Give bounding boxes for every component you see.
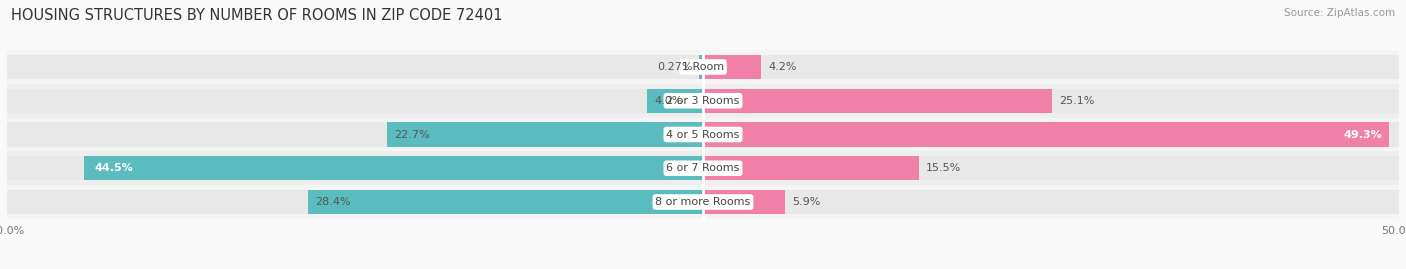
Bar <box>7 151 1399 185</box>
Bar <box>7 84 1399 118</box>
Text: 6 or 7 Rooms: 6 or 7 Rooms <box>666 163 740 173</box>
Text: 1 Room: 1 Room <box>682 62 724 72</box>
Bar <box>703 156 1399 180</box>
Bar <box>703 89 1052 113</box>
Bar <box>7 89 703 113</box>
Bar <box>308 190 703 214</box>
Text: 5.9%: 5.9% <box>792 197 821 207</box>
Bar <box>647 89 703 113</box>
Bar <box>699 55 703 79</box>
Text: 15.5%: 15.5% <box>925 163 960 173</box>
Text: 2 or 3 Rooms: 2 or 3 Rooms <box>666 96 740 106</box>
Bar <box>7 156 703 180</box>
Bar <box>703 156 918 180</box>
Bar <box>83 156 703 180</box>
Text: 8 or more Rooms: 8 or more Rooms <box>655 197 751 207</box>
Text: HOUSING STRUCTURES BY NUMBER OF ROOMS IN ZIP CODE 72401: HOUSING STRUCTURES BY NUMBER OF ROOMS IN… <box>11 8 503 23</box>
Bar <box>7 55 703 79</box>
Bar <box>703 55 762 79</box>
Text: 49.3%: 49.3% <box>1344 129 1382 140</box>
Text: 4.2%: 4.2% <box>769 62 797 72</box>
Text: Source: ZipAtlas.com: Source: ZipAtlas.com <box>1284 8 1395 18</box>
Bar <box>7 122 703 147</box>
Bar <box>703 55 1399 79</box>
Text: 28.4%: 28.4% <box>315 197 350 207</box>
Text: 44.5%: 44.5% <box>94 163 134 173</box>
Text: 25.1%: 25.1% <box>1059 96 1095 106</box>
Bar <box>703 190 785 214</box>
Bar <box>7 190 703 214</box>
Text: 0.27%: 0.27% <box>657 62 692 72</box>
Bar <box>7 185 1399 219</box>
Bar <box>703 122 1389 147</box>
Bar <box>703 122 1399 147</box>
Text: 4 or 5 Rooms: 4 or 5 Rooms <box>666 129 740 140</box>
Bar <box>703 190 1399 214</box>
Text: 22.7%: 22.7% <box>394 129 430 140</box>
Bar <box>387 122 703 147</box>
Bar <box>7 118 1399 151</box>
Bar <box>7 50 1399 84</box>
Text: 4.0%: 4.0% <box>654 96 683 106</box>
Bar <box>703 89 1399 113</box>
